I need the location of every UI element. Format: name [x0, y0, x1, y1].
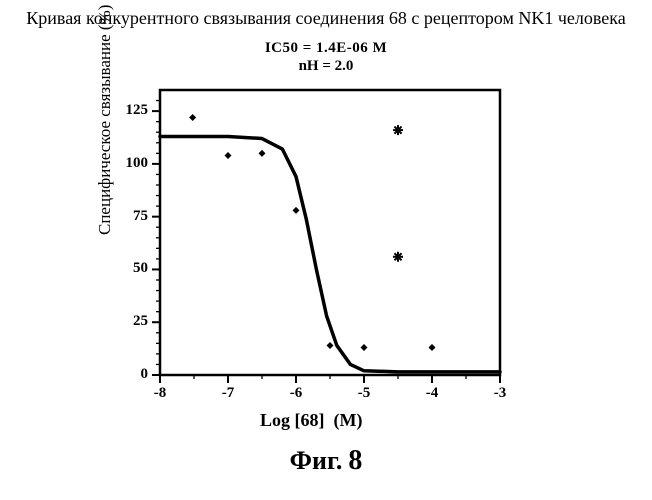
x-tick-label: -5 — [354, 385, 374, 402]
y-tick-label: 100 — [120, 155, 148, 172]
x-tick-label: -6 — [286, 385, 306, 402]
y-tick-label: 75 — [120, 208, 148, 225]
x-tick-label: -7 — [218, 385, 238, 402]
y-tick-label: 50 — [120, 260, 148, 277]
x-axis-label: Log [68] (M) — [260, 410, 362, 431]
x-tick-label: -4 — [422, 385, 442, 402]
y-tick-label: 25 — [120, 313, 148, 330]
y-axis-label: Специфическое связывание (%) — [95, 5, 115, 235]
y-tick-label: 125 — [120, 102, 148, 119]
y-tick-label: 0 — [120, 366, 148, 383]
x-tick-label: -3 — [490, 385, 510, 402]
chart-plot — [150, 85, 510, 400]
figure-label: Фиг.8 — [0, 445, 652, 477]
x-tick-label: -8 — [150, 385, 170, 402]
